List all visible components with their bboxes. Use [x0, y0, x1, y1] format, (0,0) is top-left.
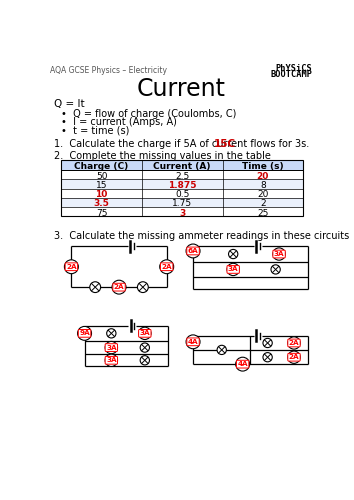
Text: 3.  Calculate the missing ammeter readings in these circuits: 3. Calculate the missing ammeter reading…: [53, 231, 349, 241]
Circle shape: [273, 248, 285, 260]
Circle shape: [186, 335, 200, 349]
Text: 15: 15: [96, 181, 107, 190]
Circle shape: [140, 356, 149, 365]
Text: 2A: 2A: [289, 354, 299, 360]
Text: 2.  Complete the missing values in the table: 2. Complete the missing values in the ta…: [53, 151, 270, 161]
Circle shape: [107, 328, 116, 338]
Text: 6A: 6A: [188, 248, 199, 254]
Text: 3A: 3A: [274, 251, 284, 257]
Circle shape: [217, 346, 226, 354]
Circle shape: [112, 280, 126, 294]
Bar: [61, 198, 303, 207]
Text: 2: 2: [260, 200, 266, 208]
Circle shape: [236, 357, 250, 371]
Circle shape: [140, 343, 149, 352]
Text: PhYSiCS: PhYSiCS: [276, 64, 312, 73]
Text: Current: Current: [137, 77, 226, 101]
Text: Q = It: Q = It: [53, 98, 84, 108]
Text: 0.5: 0.5: [175, 190, 189, 199]
Circle shape: [229, 250, 238, 258]
Text: •  I = current (Amps, A): • I = current (Amps, A): [61, 117, 177, 127]
Bar: [61, 160, 303, 216]
Text: Current (A): Current (A): [153, 162, 211, 170]
Circle shape: [263, 352, 272, 362]
Text: 25: 25: [257, 208, 268, 218]
Circle shape: [64, 260, 78, 274]
Text: 2A: 2A: [161, 264, 172, 270]
Text: 10: 10: [96, 190, 108, 199]
Circle shape: [263, 338, 272, 347]
Text: 3A: 3A: [106, 344, 117, 350]
Circle shape: [160, 260, 174, 274]
Text: 4A: 4A: [237, 361, 248, 367]
Text: 2A: 2A: [289, 340, 299, 346]
Text: 4A: 4A: [188, 339, 198, 345]
Circle shape: [227, 264, 239, 276]
Text: 3A: 3A: [228, 266, 239, 272]
Text: •  t = time (s): • t = time (s): [61, 126, 130, 136]
Text: BOOTCAMP: BOOTCAMP: [270, 70, 312, 79]
Text: •  Q = flow of charge (Coulombs, C): • Q = flow of charge (Coulombs, C): [61, 108, 237, 118]
Text: 3A: 3A: [106, 358, 117, 364]
Circle shape: [78, 326, 92, 340]
Circle shape: [271, 265, 280, 274]
Text: 1.75: 1.75: [172, 200, 192, 208]
Text: 2A: 2A: [114, 284, 124, 290]
Text: 20: 20: [257, 190, 268, 199]
Text: 3A: 3A: [139, 330, 150, 336]
Circle shape: [105, 354, 118, 366]
Text: Time (s): Time (s): [242, 162, 284, 170]
Text: 1.875: 1.875: [168, 181, 196, 190]
Bar: [61, 160, 303, 170]
Text: 9A: 9A: [79, 330, 90, 336]
Circle shape: [288, 351, 300, 364]
Circle shape: [137, 282, 148, 292]
Circle shape: [186, 244, 200, 258]
Circle shape: [105, 342, 118, 354]
Bar: [61, 180, 303, 188]
Text: 3.5: 3.5: [94, 200, 109, 208]
Text: 20: 20: [257, 172, 269, 180]
Text: Charge (C): Charge (C): [74, 162, 129, 170]
Circle shape: [139, 327, 151, 340]
Text: 2.5: 2.5: [175, 172, 189, 180]
Text: 3: 3: [179, 208, 185, 218]
Text: 8: 8: [260, 181, 266, 190]
Text: 75: 75: [96, 208, 107, 218]
Text: AQA GCSE Physics – Electricity: AQA GCSE Physics – Electricity: [51, 66, 167, 75]
Circle shape: [90, 282, 101, 292]
Text: 50: 50: [96, 172, 107, 180]
Text: 2A: 2A: [66, 264, 77, 270]
Circle shape: [288, 337, 300, 349]
Text: 1.  Calculate the charge if 5A of current flows for 3s.: 1. Calculate the charge if 5A of current…: [53, 140, 309, 149]
Text: 15C: 15C: [214, 140, 236, 149]
